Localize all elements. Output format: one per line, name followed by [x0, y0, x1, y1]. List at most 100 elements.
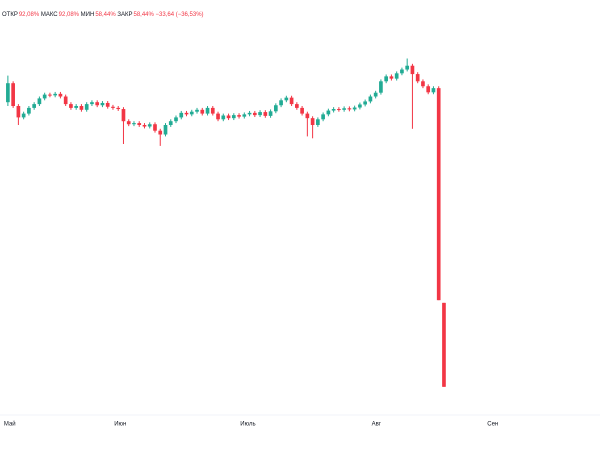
- candle-body: [268, 111, 273, 116]
- candle-body: [221, 115, 226, 120]
- candle-body: [321, 114, 325, 120]
- header-label: ЗАКР: [117, 12, 132, 18]
- candle-body: [358, 104, 362, 108]
- candle-body: [189, 111, 194, 115]
- x-tick-label: Авг: [372, 422, 382, 428]
- candle-body: [337, 109, 341, 111]
- candle-body: [179, 112, 184, 118]
- candle-body: [184, 112, 189, 115]
- candle-body: [442, 302, 446, 387]
- candle-body: [90, 102, 94, 105]
- candle-body: [226, 115, 231, 119]
- candle-body: [363, 101, 367, 105]
- candle-body: [316, 119, 320, 125]
- candle-body: [279, 100, 283, 106]
- x-tick-label: Май: [4, 421, 16, 428]
- candle-body: [405, 65, 410, 70]
- candle-body: [347, 108, 352, 110]
- candle-body: [305, 113, 310, 119]
- candle-body: [137, 123, 142, 125]
- candle-body: [431, 88, 436, 93]
- candle-body: [147, 124, 152, 127]
- candle-body: [436, 88, 441, 301]
- candle-body: [231, 115, 236, 119]
- candle-body: [100, 102, 105, 106]
- candle-body: [105, 102, 110, 107]
- candle-body: [242, 114, 247, 117]
- header-label: ОТКР: [2, 12, 18, 18]
- candle-body: [263, 112, 268, 116]
- x-tick-label: Июн: [114, 422, 126, 428]
- candle-body: [163, 125, 168, 135]
- candle-body: [16, 106, 21, 118]
- candle-body: [58, 93, 63, 97]
- candle-body: [158, 130, 163, 135]
- candle-body: [426, 86, 431, 93]
- candle-body: [168, 121, 173, 125]
- header-label: МАКС: [41, 12, 58, 18]
- candle-body: [195, 109, 199, 112]
- candle-body: [295, 104, 299, 108]
- candle-body: [384, 76, 389, 82]
- candle-body: [53, 93, 58, 96]
- candle-body: [32, 104, 36, 108]
- candle-body: [6, 83, 10, 103]
- candle-body: [11, 83, 15, 106]
- candle-body: [174, 117, 178, 122]
- candle-body: [27, 107, 31, 114]
- candle-body: [252, 112, 257, 116]
- ohlc-header: ОТКР92,08% МАКС92,08% МИН58,44% ЗАКР58,4…: [2, 12, 204, 18]
- candle-body: [126, 121, 131, 125]
- candle-body: [111, 106, 115, 108]
- candle-body: [310, 118, 315, 125]
- candle-body: [42, 94, 47, 99]
- candle-body: [200, 109, 205, 114]
- header-value: 58,44%: [95, 12, 116, 18]
- candle-body: [352, 107, 357, 110]
- candle-body: [142, 125, 147, 127]
- candle-body: [210, 107, 215, 114]
- header-value: 92,08%: [59, 12, 80, 18]
- candle-body: [153, 124, 157, 131]
- candle-body: [74, 106, 79, 108]
- candle-body: [216, 113, 220, 120]
- candle-body: [79, 106, 84, 110]
- candle-body: [284, 97, 289, 101]
- candle-body: [84, 104, 89, 110]
- candle-body: [300, 107, 304, 114]
- candle-body: [132, 123, 136, 125]
- candle-body: [37, 98, 42, 105]
- candle-body: [95, 102, 100, 106]
- candle-body: [331, 109, 336, 111]
- candle-body: [410, 65, 415, 75]
- candle-body: [258, 112, 262, 116]
- candle-body: [116, 107, 121, 110]
- candle-body: [121, 109, 126, 122]
- header-change: −33,64 (−36,53%): [156, 12, 204, 18]
- candle-body: [342, 108, 346, 110]
- candle-body: [400, 69, 404, 74]
- candle-body: [48, 94, 52, 96]
- candle-body: [368, 96, 373, 102]
- candle-body: [389, 76, 394, 79]
- candle-body: [379, 81, 383, 93]
- x-tick-label: Июль: [240, 422, 255, 428]
- candle-body: [237, 115, 241, 117]
- candle-body: [326, 110, 331, 115]
- candle-body: [421, 81, 425, 87]
- header-value: 58,44%: [133, 12, 154, 18]
- candle-body: [21, 113, 26, 118]
- header-label: МИН: [81, 12, 95, 18]
- candle-body: [289, 97, 294, 105]
- header-value: 92,08%: [19, 12, 40, 18]
- candle-body: [373, 92, 378, 97]
- candle-body: [415, 74, 420, 82]
- candle-body: [273, 105, 278, 112]
- candle-body: [63, 96, 68, 105]
- x-tick-label: Сен: [487, 422, 498, 428]
- candle-body: [247, 112, 252, 115]
- candle-body: [205, 107, 210, 114]
- candle-body: [394, 73, 399, 79]
- candle-body: [69, 104, 73, 108]
